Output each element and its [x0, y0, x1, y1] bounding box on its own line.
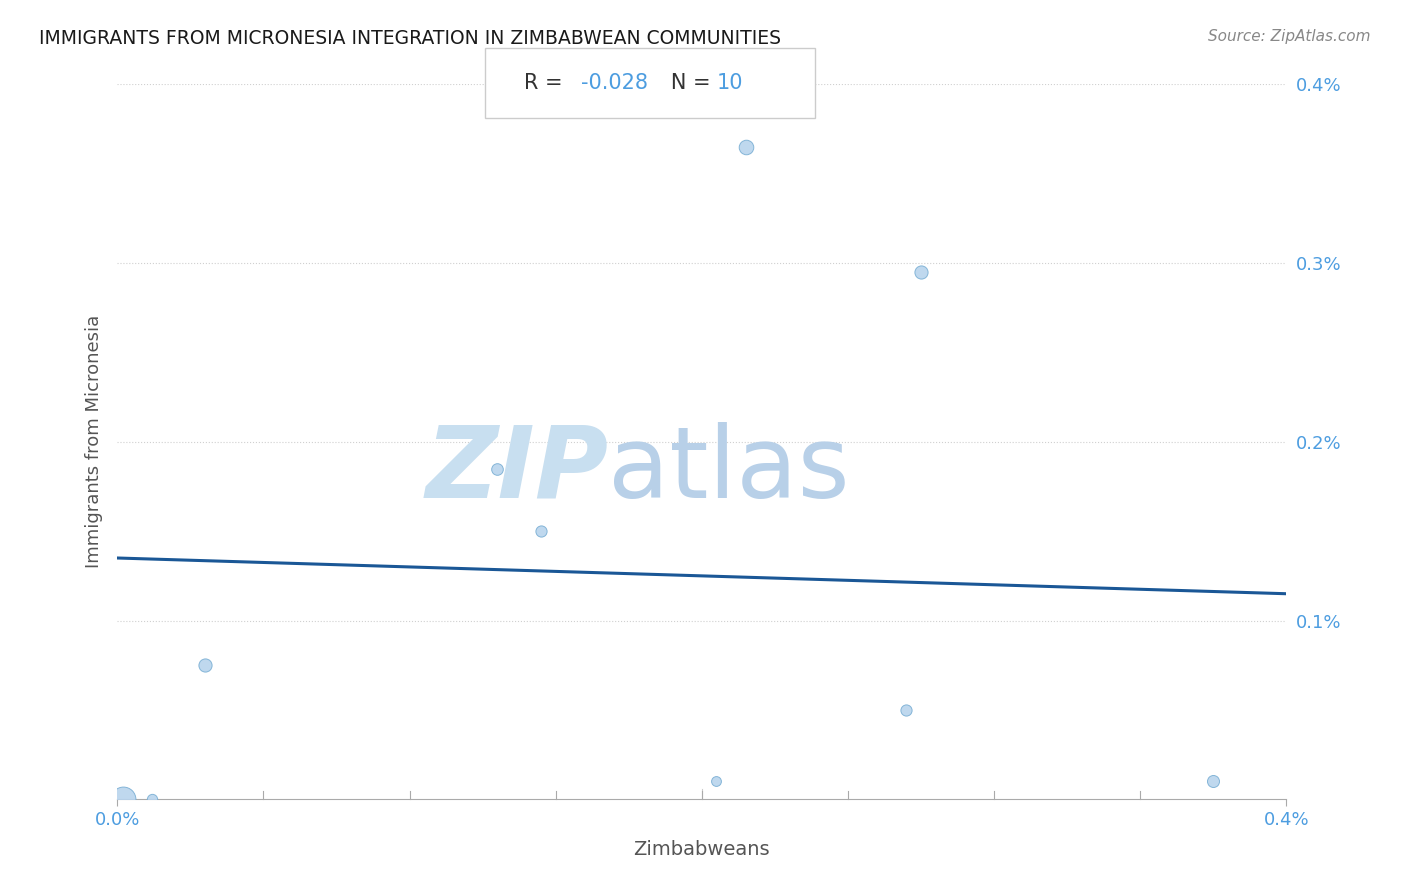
Point: [896, 703, 918, 717]
Text: -0.028: -0.028: [581, 73, 648, 93]
Point: [530, 524, 553, 539]
Point: [112, 792, 135, 806]
Point: [910, 265, 932, 279]
Text: IMMIGRANTS FROM MICRONESIA INTEGRATION IN ZIMBABWEAN COMMUNITIES: IMMIGRANTS FROM MICRONESIA INTEGRATION I…: [39, 29, 782, 47]
Point: [194, 658, 217, 673]
X-axis label: Zimbabweans: Zimbabweans: [634, 840, 770, 859]
Text: Source: ZipAtlas.com: Source: ZipAtlas.com: [1208, 29, 1371, 44]
Text: R =: R =: [524, 73, 569, 93]
Text: N =: N =: [651, 73, 717, 93]
Point: [486, 461, 509, 475]
Text: ZIP: ZIP: [425, 422, 609, 519]
Point: [734, 140, 756, 154]
Point: [1202, 774, 1225, 789]
Point: [706, 774, 728, 789]
Point: [141, 792, 163, 806]
Text: atlas: atlas: [609, 422, 849, 519]
Text: 10: 10: [717, 73, 744, 93]
Y-axis label: Immigrants from Micronesia: Immigrants from Micronesia: [86, 315, 103, 568]
